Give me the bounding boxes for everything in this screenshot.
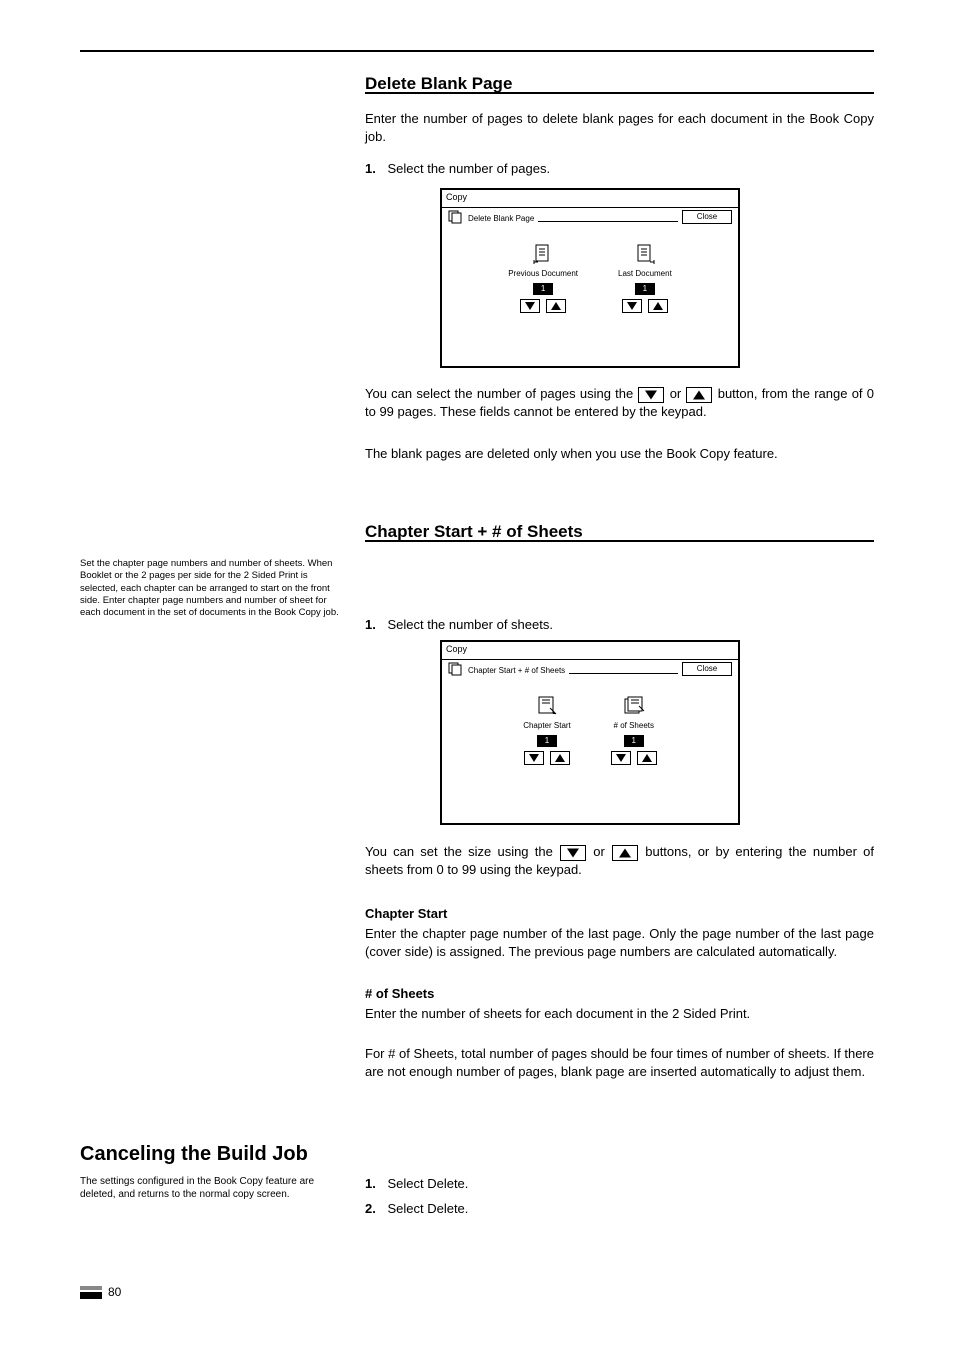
section2-step: 1. Select the number of sheets. bbox=[365, 616, 874, 634]
panel-subheader: Chapter Start + # of Sheets Close bbox=[442, 660, 738, 678]
section1-intro: Enter the number of pages to delete blan… bbox=[365, 110, 874, 146]
text-fragment: or bbox=[593, 844, 611, 859]
value-display: 1 bbox=[533, 283, 553, 295]
down-arrow-icon bbox=[560, 845, 586, 861]
step-number: 2. bbox=[365, 1201, 376, 1216]
up-arrow-icon bbox=[686, 387, 712, 403]
page-number-text: 80 bbox=[108, 1284, 121, 1301]
panel-titlebar: Copy bbox=[442, 190, 738, 208]
document-icon bbox=[532, 244, 554, 264]
increment-button[interactable] bbox=[648, 299, 668, 313]
value-display: 1 bbox=[635, 283, 655, 295]
panel-titlebar: Copy bbox=[442, 642, 738, 660]
section1-body2: The blank pages are deleted only when yo… bbox=[365, 445, 874, 463]
step-text: Select the number of sheets. bbox=[387, 617, 552, 632]
close-button[interactable]: Close bbox=[682, 662, 732, 676]
step-text: Select Delete. bbox=[387, 1176, 468, 1191]
delete-blank-page-panel: Copy Delete Blank Page Close Previous Do… bbox=[440, 188, 740, 368]
section1-rule bbox=[365, 92, 874, 94]
section3-step2: 2. Select Delete. bbox=[365, 1200, 874, 1218]
chapter-start-panel: Copy Chapter Start + # of Sheets Close C… bbox=[440, 640, 740, 825]
section1-body1: You can select the number of pages using… bbox=[365, 385, 874, 421]
document-icon bbox=[634, 244, 656, 264]
section3-step1: 1. Select Delete. bbox=[365, 1175, 874, 1193]
section2-intro-real: Set the chapter page numbers and number … bbox=[80, 558, 348, 620]
last-document-column: Last Document 1 bbox=[618, 244, 672, 313]
decrement-button[interactable] bbox=[520, 299, 540, 313]
section1-step: 1. Select the number of pages. bbox=[365, 160, 874, 178]
panel-subheader: Delete Blank Page Close bbox=[442, 208, 738, 226]
panel-content: Chapter Start 1 # of Sheets 1 bbox=[442, 678, 738, 775]
down-arrow-icon bbox=[638, 387, 664, 403]
value-display: 1 bbox=[537, 735, 557, 747]
copy-icon bbox=[448, 210, 464, 224]
panel-sub-label: Chapter Start + # of Sheets bbox=[468, 665, 565, 676]
step-number: 1. bbox=[365, 1176, 376, 1191]
step-text: Select the number of pages. bbox=[387, 161, 550, 176]
decrement-button[interactable] bbox=[524, 751, 544, 765]
value-display: 1 bbox=[624, 735, 644, 747]
panel-sub-label: Delete Blank Page bbox=[468, 213, 534, 224]
sheets-column: # of Sheets 1 bbox=[611, 696, 657, 765]
page-top-rule bbox=[80, 50, 874, 52]
column-label: Previous Document bbox=[508, 268, 578, 279]
section3-heading: Canceling the Build Job bbox=[80, 1140, 308, 1168]
column-label: Chapter Start bbox=[523, 720, 571, 731]
text-fragment: You can select the number of pages using… bbox=[365, 386, 637, 401]
section2-point3: Enter the number of sheets for each docu… bbox=[365, 1005, 874, 1023]
section2-body1: You can set the size using the or button… bbox=[365, 843, 874, 879]
up-arrow-icon bbox=[612, 845, 638, 861]
text-fragment: You can set the size using the bbox=[365, 844, 559, 859]
column-label: Last Document bbox=[618, 268, 672, 279]
step-number: 1. bbox=[365, 161, 376, 176]
section2-point2: # of Sheets bbox=[365, 985, 874, 1003]
column-label: # of Sheets bbox=[614, 720, 654, 731]
section3-side-text: The settings configured in the Book Copy… bbox=[80, 1175, 345, 1201]
close-button[interactable]: Close bbox=[682, 210, 732, 224]
text-fragment: or bbox=[670, 386, 686, 401]
previous-document-column: Previous Document 1 bbox=[508, 244, 578, 313]
copy-icon bbox=[448, 662, 464, 676]
section2-point0: Chapter Start bbox=[365, 905, 874, 923]
step-number: 1. bbox=[365, 617, 376, 632]
increment-button[interactable] bbox=[637, 751, 657, 765]
decrement-button[interactable] bbox=[622, 299, 642, 313]
step-text: Select Delete. bbox=[387, 1201, 468, 1216]
panel-sub-line bbox=[569, 673, 678, 674]
section2-point1: Enter the chapter page number of the las… bbox=[365, 925, 874, 961]
increment-button[interactable] bbox=[550, 751, 570, 765]
section2-note: For # of Sheets, total number of pages s… bbox=[365, 1045, 874, 1081]
page-number: 80 bbox=[80, 1284, 121, 1301]
panel-content: Previous Document 1 Last Document 1 bbox=[442, 226, 738, 323]
chapter-icon bbox=[536, 696, 558, 716]
panel-sub-line bbox=[538, 221, 678, 222]
increment-button[interactable] bbox=[546, 299, 566, 313]
decrement-button[interactable] bbox=[611, 751, 631, 765]
section2-rule bbox=[365, 540, 874, 542]
sheets-icon bbox=[623, 696, 645, 716]
chapter-start-column: Chapter Start 1 bbox=[523, 696, 571, 765]
